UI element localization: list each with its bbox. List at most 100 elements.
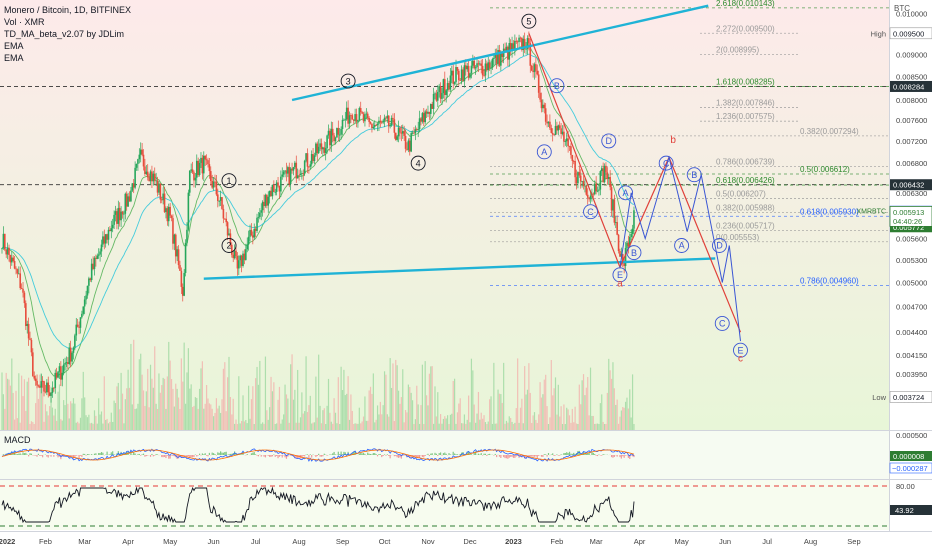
indicator-volume[interactable]: Vol · XMR xyxy=(4,17,45,27)
fib-level-label: 0.5(0.006207) xyxy=(716,190,766,199)
macd-histogram-bar xyxy=(484,453,487,455)
candle-body xyxy=(495,53,498,64)
volume-bar xyxy=(489,399,491,430)
macd-histogram-bar xyxy=(270,455,272,457)
volume-bar xyxy=(229,396,232,430)
candle-body xyxy=(329,130,331,146)
candle-body xyxy=(12,257,15,261)
candle-body xyxy=(550,128,553,133)
candle-body xyxy=(58,366,61,372)
volume-bar xyxy=(410,392,412,430)
x-tick-label: Aug xyxy=(804,537,817,546)
candle-body xyxy=(455,66,457,83)
volume-bar xyxy=(177,397,180,430)
macd-histogram-bar xyxy=(494,453,496,455)
volume-bar xyxy=(504,423,506,430)
macd-histogram-bar xyxy=(573,452,575,455)
volume-bar xyxy=(78,423,80,430)
candle-body xyxy=(476,63,478,68)
trendline xyxy=(291,4,709,102)
volume-bar xyxy=(465,423,467,430)
macd-histogram-bar xyxy=(414,455,416,457)
macd-histogram-bar xyxy=(316,455,318,457)
macd-histogram-bar xyxy=(309,454,311,455)
indicator-ema[interactable]: EMA xyxy=(4,53,24,63)
candle-body xyxy=(127,196,129,207)
volume-bar xyxy=(159,392,161,430)
last-price-value: 0.005913 xyxy=(893,208,924,217)
candle-body xyxy=(89,278,92,281)
candle-body xyxy=(197,160,199,175)
volume-bar xyxy=(606,392,608,430)
volume-bar xyxy=(567,409,569,430)
macd-histogram-bar xyxy=(400,455,402,459)
volume-bar xyxy=(313,422,316,430)
macd-histogram-bar xyxy=(36,455,38,457)
candle-body xyxy=(588,197,590,200)
volume-bar xyxy=(318,354,320,430)
volume-bar xyxy=(280,423,282,430)
volume-bar xyxy=(362,416,365,430)
macd-histogram-bar xyxy=(207,455,209,457)
candle-body xyxy=(116,211,118,224)
candle-body xyxy=(282,171,285,175)
volume-bar xyxy=(65,363,68,430)
macd-histogram-bar xyxy=(219,451,222,455)
volume-bar xyxy=(571,408,573,430)
candle-body xyxy=(226,222,229,236)
candle-body xyxy=(519,37,522,39)
macd-histogram-bar xyxy=(455,454,457,455)
volume-bar xyxy=(127,369,129,430)
candle-body xyxy=(34,378,37,381)
indicator-ema[interactable]: EMA xyxy=(4,41,24,51)
indicator-td-ma[interactable]: TD_MA_beta_v2.07 by JDLim xyxy=(4,29,125,39)
macd-histogram-bar xyxy=(274,455,276,457)
macd-histogram-bar xyxy=(445,453,447,455)
candle-body xyxy=(295,162,298,179)
candle-body xyxy=(366,113,369,119)
macd-histogram-bar xyxy=(566,452,568,455)
candle-body xyxy=(467,65,470,78)
candle-body xyxy=(365,113,368,115)
volume-bar xyxy=(189,388,191,430)
candle-body xyxy=(82,306,85,314)
volume-bar xyxy=(106,418,108,430)
macd-histogram-bar xyxy=(535,455,537,457)
volume-bar xyxy=(613,388,615,430)
candle-body xyxy=(252,235,254,238)
volume-bar xyxy=(497,389,499,430)
macd-title[interactable]: MACD xyxy=(4,435,31,445)
volume-bar xyxy=(75,422,77,430)
macd-histogram-bar xyxy=(166,455,168,456)
price-tag-value: 0.006432 xyxy=(893,181,924,190)
candle-body xyxy=(64,363,66,365)
macd-histogram-bar xyxy=(423,455,425,458)
macd-histogram-bar xyxy=(112,451,114,455)
volume-bar xyxy=(257,384,260,430)
time-axis[interactable]: 2022 Feb Mar Apr May Jun Jul Aug Sep Oct Nov Dec 202… xyxy=(0,537,861,546)
candle-body xyxy=(204,155,206,160)
volume-bar xyxy=(123,423,125,430)
candle-body xyxy=(414,129,417,134)
candle-body xyxy=(579,175,582,182)
candle-body xyxy=(123,213,125,215)
macd-histogram-bar xyxy=(623,455,625,458)
symbol-title[interactable]: Monero / Bitcoin, 1D, BITFINEX xyxy=(4,5,132,15)
volume-bar xyxy=(332,423,334,430)
candle-body xyxy=(345,107,348,120)
fib-level-label: 1.236(0.007575) xyxy=(716,112,775,121)
macd-tag-box xyxy=(890,451,932,461)
trendlines[interactable] xyxy=(203,4,716,280)
candle-body xyxy=(544,108,547,122)
projection-red xyxy=(528,33,742,333)
candle-body xyxy=(193,172,195,181)
volume-bar xyxy=(498,393,501,430)
macd-histogram-bar xyxy=(98,452,100,455)
wave-label: B xyxy=(631,248,637,258)
macd-histogram-bar xyxy=(214,454,216,455)
volume-bar xyxy=(100,411,103,430)
wave-circle xyxy=(221,173,237,189)
macd-histogram-bar xyxy=(622,455,624,457)
macd-histogram-bar xyxy=(616,455,618,457)
